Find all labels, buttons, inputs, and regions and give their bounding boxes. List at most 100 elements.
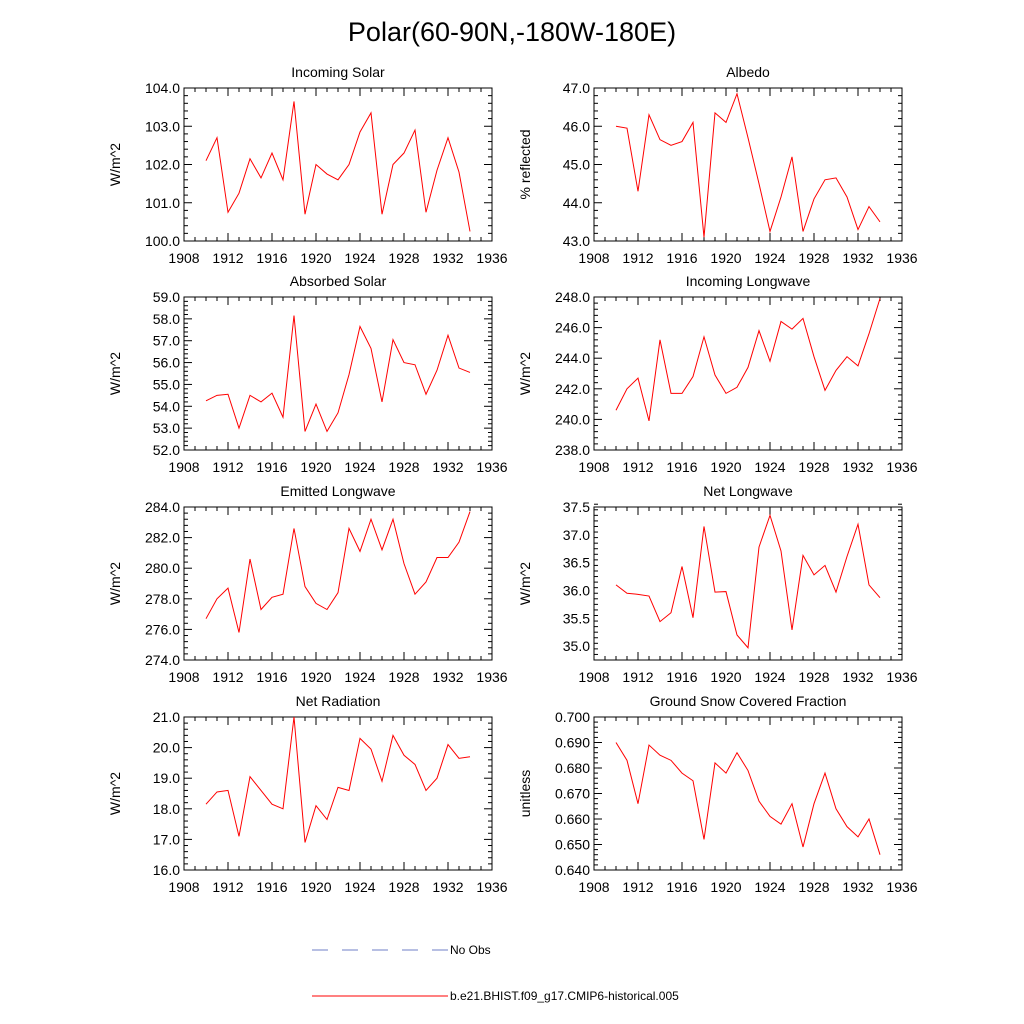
x-tick-label: 1936 — [476, 250, 507, 266]
chart-panel: Ground Snow Covered Fraction unitless 1908… — [517, 693, 918, 895]
x-tick-label: 1912 — [622, 879, 653, 895]
x-tick-label: 1920 — [300, 879, 331, 895]
x-tick-label: 1936 — [886, 879, 917, 895]
x-tick-label: 1912 — [212, 879, 243, 895]
x-tick-label: 1912 — [622, 250, 653, 266]
x-tick-label: 1924 — [754, 669, 785, 685]
x-tick-label: 1908 — [168, 879, 199, 895]
y-tick-label: 104.0 — [145, 80, 180, 96]
x-tick-label: 1924 — [344, 879, 375, 895]
x-tick-label: 1924 — [344, 250, 375, 266]
x-tick-label: 1920 — [710, 250, 741, 266]
y-tick-label: 37.5 — [563, 499, 590, 515]
x-tick-label: 1908 — [578, 459, 609, 475]
y-tick-label: 284.0 — [145, 499, 180, 515]
y-tick-label: 100.0 — [145, 233, 180, 249]
x-tick-label: 1928 — [798, 879, 829, 895]
x-tick-label: 1916 — [666, 459, 697, 475]
x-tick-label: 1924 — [344, 459, 375, 475]
x-tick-label: 1920 — [710, 669, 741, 685]
y-tick-label: 47.0 — [563, 80, 590, 96]
x-tick-label: 1912 — [212, 250, 243, 266]
x-tick-label: 1936 — [476, 459, 507, 475]
chart-panel: Absorbed Solar W/m^2 1908 1912 1916 1920 1924 1… — [107, 273, 508, 475]
y-tick-label: 276.0 — [145, 621, 180, 637]
y-tick-label: 103.0 — [145, 118, 180, 134]
x-tick-label: 1916 — [256, 250, 287, 266]
y-tick-label: 242.0 — [555, 381, 590, 397]
y-axis-label: W/m^2 — [107, 772, 123, 815]
x-tick-label: 1928 — [798, 250, 829, 266]
y-tick-label: 0.680 — [555, 760, 590, 776]
y-tick-label: 246.0 — [555, 320, 590, 336]
y-tick-label: 19.0 — [153, 770, 180, 786]
y-tick-label: 43.0 — [563, 233, 590, 249]
x-tick-label: 1916 — [256, 459, 287, 475]
x-tick-label: 1912 — [212, 669, 243, 685]
y-tick-label: 0.690 — [555, 735, 590, 751]
plot-frame — [593, 296, 903, 451]
panel-title: Net Longwave — [703, 483, 793, 499]
y-tick-label: 55.0 — [153, 376, 180, 392]
y-tick-label: 53.0 — [153, 420, 180, 436]
x-tick-label: 1920 — [300, 669, 331, 685]
chart-panel: Albedo % reflected 1908 1912 1916 1920 1924 192… — [517, 64, 918, 266]
y-tick-label: 282.0 — [145, 530, 180, 546]
plot-frame — [183, 87, 493, 242]
plot-frame — [183, 296, 493, 451]
y-tick-label: 278.0 — [145, 591, 180, 607]
x-tick-label: 1920 — [710, 459, 741, 475]
figure-title: Polar(60-90N,-180W-180E) — [348, 17, 676, 47]
x-tick-label: 1916 — [256, 669, 287, 685]
y-tick-label: 36.5 — [563, 555, 590, 571]
y-tick-label: 20.0 — [153, 740, 180, 756]
chart-panel: Net Longwave W/m^2 1908 1912 1916 1920 1924 192… — [517, 483, 918, 685]
y-axis-label: unitless — [517, 770, 533, 817]
series-line — [615, 92, 881, 238]
y-tick-label: 52.0 — [153, 442, 180, 458]
y-tick-label: 46.0 — [563, 118, 590, 134]
y-tick-label: 57.0 — [153, 333, 180, 349]
y-tick-label: 56.0 — [153, 355, 180, 371]
y-tick-label: 0.670 — [555, 786, 590, 802]
x-tick-label: 1928 — [798, 459, 829, 475]
y-tick-label: 240.0 — [555, 411, 590, 427]
plot-frame — [593, 87, 903, 242]
x-tick-label: 1936 — [476, 879, 507, 895]
legend-model-label: b.e21.BHIST.f09_g17.CMIP6-historical.005 — [450, 989, 679, 1003]
x-tick-label: 1932 — [842, 669, 873, 685]
x-tick-label: 1928 — [388, 459, 419, 475]
x-tick-label: 1932 — [432, 879, 463, 895]
x-tick-label: 1908 — [578, 879, 609, 895]
chart-panel: Incoming Solar W/m^2 1908 1912 1916 1920 1924 1… — [107, 64, 508, 266]
x-tick-label: 1916 — [256, 879, 287, 895]
panel-title: Emitted Longwave — [280, 483, 395, 499]
x-tick-label: 1936 — [476, 669, 507, 685]
y-tick-label: 102.0 — [145, 157, 180, 173]
x-tick-label: 1908 — [168, 669, 199, 685]
y-tick-label: 45.0 — [563, 157, 590, 173]
y-tick-label: 280.0 — [145, 560, 180, 576]
y-axis-label: W/m^2 — [517, 562, 533, 605]
y-axis-label: W/m^2 — [107, 352, 123, 395]
series-line — [615, 513, 881, 649]
panel-title: Net Radiation — [296, 693, 381, 709]
x-tick-label: 1932 — [842, 459, 873, 475]
y-axis-label: W/m^2 — [107, 562, 123, 605]
y-tick-label: 36.0 — [563, 582, 590, 598]
legend: No Obs b.e21.BHIST.f09_g17.CMIP6-histori… — [312, 943, 679, 1003]
y-axis-label: W/m^2 — [107, 143, 123, 186]
series-line — [615, 742, 881, 855]
x-tick-label: 1916 — [666, 669, 697, 685]
x-tick-label: 1908 — [578, 669, 609, 685]
x-tick-label: 1924 — [754, 879, 785, 895]
x-tick-label: 1920 — [710, 879, 741, 895]
x-tick-label: 1908 — [578, 250, 609, 266]
y-tick-label: 0.660 — [555, 811, 590, 827]
y-tick-label: 0.640 — [555, 862, 590, 878]
x-tick-label: 1928 — [388, 669, 419, 685]
y-tick-label: 59.0 — [153, 289, 180, 305]
y-tick-label: 37.0 — [563, 527, 590, 543]
y-axis-label: W/m^2 — [517, 352, 533, 395]
